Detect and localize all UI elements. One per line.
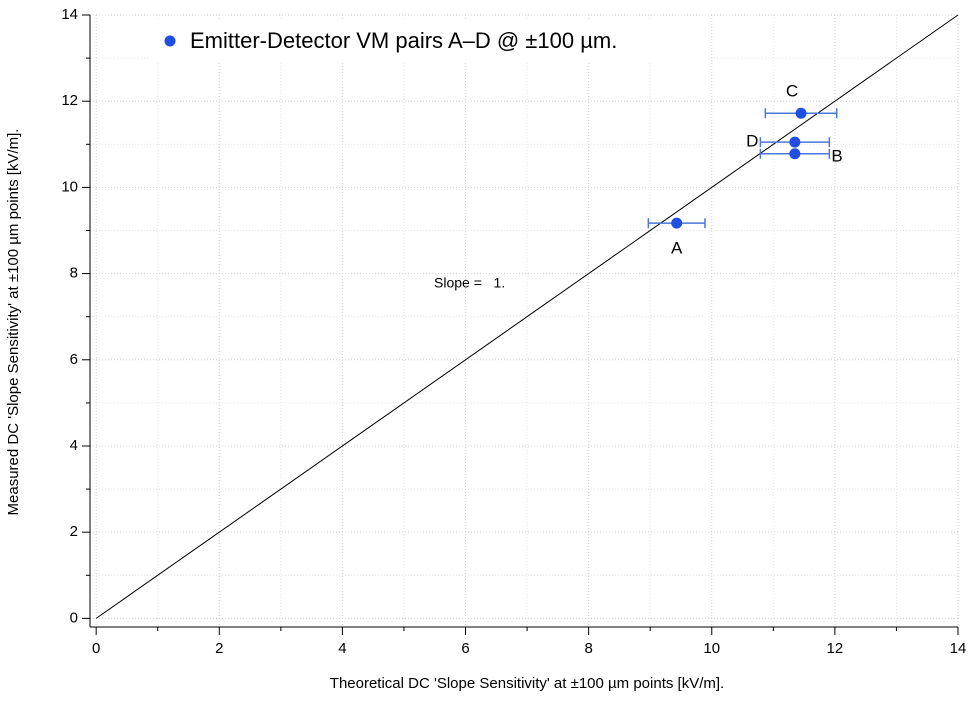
y-tick-label: 12 (61, 92, 78, 109)
y-tick-label: 6 (70, 351, 78, 368)
y-tick-label: 4 (70, 437, 78, 454)
y-tick-label: 14 (61, 6, 78, 23)
y-axis-label: Measured DC 'Slope Sensitivity' at ±100 … (5, 129, 22, 516)
x-tick-label: 12 (827, 640, 844, 657)
x-tick-label: 6 (461, 640, 469, 657)
point-label: D (746, 132, 758, 151)
y-tick-label: 0 (70, 609, 78, 626)
y-tick-label: 8 (70, 265, 78, 282)
point-label: B (831, 146, 842, 165)
x-axis-label: Theoretical DC 'Slope Sensitivity' at ±1… (330, 675, 724, 692)
x-tick-label: 10 (703, 640, 720, 657)
y-tick-label: 10 (61, 178, 78, 195)
legend-label: Emitter-Detector VM pairs A–D @ ±100 µm. (190, 28, 617, 53)
annotation: Slope = 1. (434, 275, 505, 291)
data-point (789, 148, 801, 160)
x-tick-label: 2 (215, 640, 223, 657)
data-point (671, 217, 683, 229)
data-point (795, 107, 807, 119)
x-tick-label: 14 (950, 640, 967, 657)
point-label: C (786, 82, 798, 101)
data-point (789, 136, 801, 148)
legend-box (148, 20, 708, 62)
x-tick-label: 0 (92, 640, 100, 657)
legend-marker (164, 35, 176, 47)
y-tick-label: 2 (70, 523, 78, 540)
x-tick-label: 8 (584, 640, 592, 657)
point-label: A (671, 239, 683, 258)
reference-line (95, 14, 959, 619)
x-tick-label: 4 (338, 640, 346, 657)
